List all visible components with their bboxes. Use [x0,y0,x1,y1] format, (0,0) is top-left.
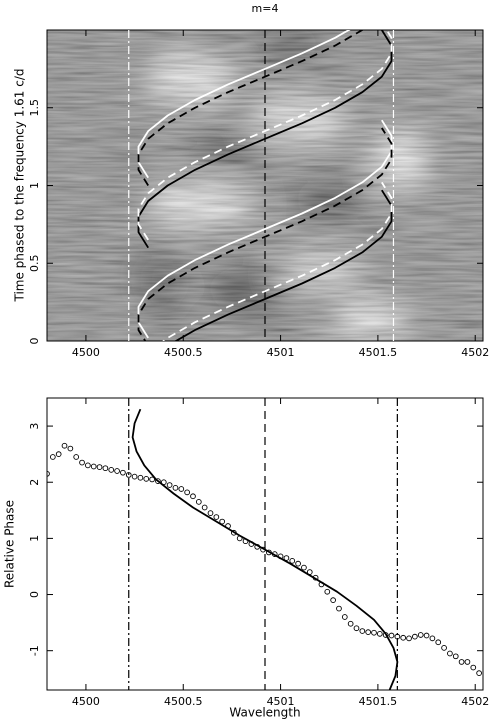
spectrum-image [47,30,483,341]
x-tick-label: 4501.5 [359,346,398,359]
data-point [400,634,407,641]
data-point [406,635,412,642]
data-point [301,564,307,571]
plot-area [39,398,482,690]
data-point [149,476,155,483]
data-point [219,518,226,525]
data-point [447,650,453,657]
curve [137,30,393,249]
data-point [73,454,80,460]
data-point [67,445,74,452]
y-tick-label: 0 [28,338,41,345]
data-point [452,653,459,660]
y-tick-label: 0.5 [28,255,41,273]
data-point [125,472,132,478]
data-point [283,555,290,561]
curve [137,30,364,186]
data-point [347,620,354,627]
y-tick-label: 1 [28,182,41,189]
data-point [102,465,109,472]
data-point [166,482,173,488]
data-point [359,628,366,634]
y-tick-label: 1 [28,535,41,542]
x-tick-label: 4500.5 [164,695,203,708]
curve [162,181,393,341]
data-point [155,478,161,484]
data-point [190,493,196,500]
data-point [336,605,342,612]
curve [137,119,393,339]
data-point [96,464,103,470]
curve [137,127,393,341]
plot-area [128,30,395,341]
data-point [55,451,62,458]
data-point [47,470,50,477]
chart-title: m=4 [252,2,279,15]
data-point [184,489,190,496]
data-point [365,629,372,636]
data-point [143,476,150,482]
data-point [114,468,120,474]
x-tick-label: 4500 [72,695,100,708]
data-point [353,625,360,632]
data-point [213,514,220,520]
data-point [324,588,331,595]
data-point [120,469,126,476]
y-tick-label: 3 [28,423,41,430]
data-point [61,442,68,449]
data-point [108,467,115,473]
data-point [423,632,430,639]
data-point [441,645,447,651]
y-tick-label: 0 [28,591,41,598]
data-point [429,635,436,642]
curve [131,408,399,690]
data-point [341,614,348,620]
data-point [178,486,185,492]
x-tick-label: 4501.5 [359,695,398,708]
data-point [172,484,179,491]
data-point [195,499,202,505]
data-point [90,463,97,470]
x-tick-label: 4502 [461,695,489,708]
y-tick-label: 1.5 [28,99,41,117]
data-point [464,659,471,665]
data-point [388,632,395,639]
data-point [79,459,85,466]
data-point [470,664,477,671]
data-point [207,510,214,516]
data-point [39,494,44,499]
y-tick-label: -1 [28,645,41,656]
data-point [295,560,301,567]
data-point [417,632,424,638]
x-tick-label: 4500.5 [164,346,203,359]
data-point [376,630,383,637]
y-axis-label: Relative Phase [3,500,17,588]
data-point [289,557,296,564]
curve [137,30,393,241]
x-tick-label: 4502 [461,346,489,359]
data-point [412,633,418,640]
data-point [85,462,91,469]
data-point [137,474,144,481]
x-axis-label: Wavelength [229,706,300,720]
data-point [131,473,138,480]
y-tick-label: 2 [28,479,41,486]
data-point [201,504,208,511]
x-tick-label: 4501 [267,695,295,708]
data-point [49,454,56,460]
data-point [476,670,482,677]
x-tick-label: 4501 [267,346,295,359]
y-axis-label: Time phased to the frequency 1.61 c/d [13,69,27,303]
data-point [458,659,465,665]
data-point [435,639,442,646]
x-tick-label: 4500 [72,346,100,359]
data-point [371,629,377,636]
curve [174,189,393,341]
data-point [394,633,401,640]
data-point [330,597,336,604]
curve [137,30,351,179]
